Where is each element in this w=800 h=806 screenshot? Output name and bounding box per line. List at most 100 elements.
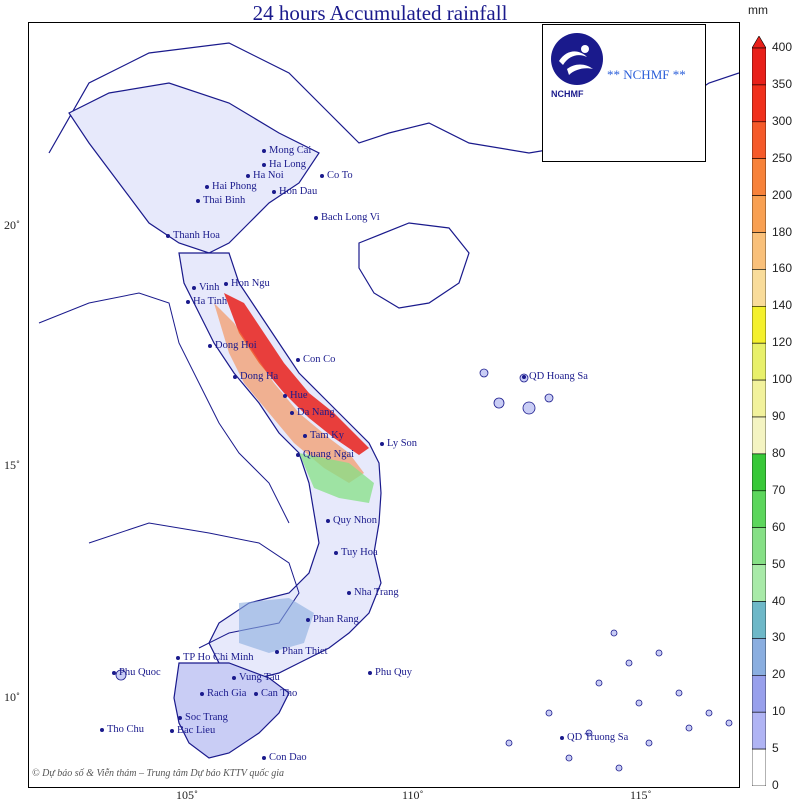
- north-vietnam: [68, 82, 320, 254]
- colorbar-swatch: [752, 748, 766, 786]
- colorbar-arrow: [752, 36, 766, 49]
- place-label: Da Nang: [290, 407, 335, 418]
- colorbar-swatch: [752, 342, 766, 381]
- colorbar-level-label: 100: [772, 372, 793, 387]
- colorbar-level-label: 250: [772, 150, 793, 165]
- colorbar-level-label: 80: [772, 445, 786, 460]
- latitude-label: 10˚: [4, 690, 20, 704]
- place-label: Tho Chu: [100, 724, 144, 735]
- place-label: Nha Trang: [347, 587, 399, 598]
- colorbar-swatch: [752, 47, 766, 86]
- colorbar-level-label: 30: [772, 630, 786, 645]
- place-label: Soc Trang: [178, 712, 228, 723]
- logo-text: ** NCHMF **: [607, 67, 686, 82]
- colorbar-level-label: 5: [772, 741, 779, 756]
- place-label: Phu Quoc: [112, 667, 161, 678]
- place-label: Hon Ngu: [224, 278, 270, 289]
- laos-border: [38, 292, 290, 524]
- phu-quoc-island: [115, 669, 127, 681]
- colorbar-level-label: 70: [772, 482, 786, 497]
- place-label: Ly Son: [380, 438, 417, 449]
- place-label: Dong Hoi: [208, 340, 257, 351]
- place-label: Phan Thiet: [275, 646, 328, 657]
- place-label: Tuy Hoa: [334, 547, 378, 558]
- logo-abbreviation: NCHMF: [551, 89, 584, 99]
- colorbar-level-label: 180: [772, 224, 793, 239]
- rainfall-light-south: [239, 598, 314, 653]
- place-label: Con Dao: [262, 752, 307, 763]
- rainfall-map[interactable]: [29, 23, 739, 787]
- rainfall-heavy: [224, 293, 369, 455]
- place-label: Thanh Hoa: [166, 230, 220, 241]
- paracel-islands: [479, 368, 554, 415]
- colorbar-swatch: [752, 195, 766, 233]
- place-label: Bac Lieu: [170, 725, 215, 736]
- place-label: Vinh: [192, 282, 219, 293]
- colorbar-swatch: [752, 601, 766, 639]
- colorbar-swatch: [752, 158, 766, 196]
- colorbar-level-label: 90: [772, 409, 786, 423]
- colorbar-level-label: 120: [772, 335, 793, 350]
- place-label: Ha Long: [262, 159, 306, 170]
- copyright-text: © Dự báo số & Viễn thám – Trung tâm Dự b…: [32, 768, 285, 779]
- central-vietnam: [178, 252, 382, 679]
- colorbar-level-label: 160: [772, 261, 793, 276]
- colorbar-swatch: [752, 379, 766, 418]
- latitude-label: 15˚: [4, 458, 20, 472]
- map-title: 24 hours Accumulated rainfall: [252, 1, 508, 25]
- spratly-islands: [505, 629, 733, 772]
- place-label: Quy Nhon: [326, 515, 377, 526]
- latitude-label: 20˚: [4, 218, 20, 232]
- place-label: Phan Rang: [306, 614, 359, 625]
- colorbar-level-label: 50: [772, 556, 786, 571]
- rainfall-moderate: [214, 303, 364, 483]
- colorbar-swatch: [752, 305, 766, 344]
- place-label: Hon Dau: [272, 186, 317, 197]
- colorbar-swatch: [752, 711, 766, 750]
- colorbar-swatch: [752, 232, 766, 270]
- place-label: QD Hoang Sa: [522, 371, 588, 382]
- place-label: Vung Tau: [232, 672, 280, 683]
- place-label: Bach Long Vi: [314, 212, 380, 223]
- place-label: Rach Gia: [200, 688, 246, 699]
- colorbar-level-label: 40: [772, 593, 786, 608]
- place-label: Ha Tinh: [186, 296, 227, 307]
- place-label: QD Truong Sa: [560, 732, 628, 743]
- colorbar-level-label: 10: [772, 704, 786, 719]
- place-label: Thai Binh: [196, 195, 245, 206]
- colorbar-swatch: [752, 416, 766, 455]
- rainfall-light-green: [299, 453, 374, 503]
- colorbar-level-label: 350: [772, 76, 793, 91]
- place-label: Phu Quy: [368, 667, 412, 678]
- place-label: Hue: [283, 390, 308, 401]
- place-label: TP Ho Chi Minh: [176, 652, 254, 663]
- longitude-label: 110˚: [402, 788, 424, 802]
- colorbar-level-label: 140: [772, 298, 793, 313]
- place-label: Can Tho: [254, 688, 297, 699]
- place-label: Con Co: [296, 354, 335, 365]
- colorbar-level-label: 60: [772, 519, 786, 534]
- place-label: Hai Phong: [205, 181, 257, 192]
- hainan-island: [358, 222, 470, 309]
- colorbar-swatch: [752, 564, 766, 602]
- longitude-label: 115˚: [630, 788, 652, 802]
- colorbar-swatch: [752, 527, 766, 565]
- colorbar-swatch: [752, 490, 766, 528]
- colorbar-level-label: 0: [772, 778, 779, 792]
- colorbar-swatch: [752, 453, 766, 492]
- place-label: Co To: [320, 170, 353, 181]
- colorbar-level-label: 400: [772, 40, 793, 54]
- colorbar-level-label: 20: [772, 667, 786, 682]
- colorbar-level-label: 300: [772, 113, 793, 128]
- nchmf-logo-icon: [551, 33, 603, 85]
- colorbar-swatch: [752, 84, 766, 123]
- place-label: Ha Noi: [246, 170, 284, 181]
- colorbar-swatch: [752, 121, 766, 160]
- colorbar-swatch: [752, 638, 766, 676]
- place-label: Mong Cai: [262, 145, 311, 156]
- place-label: Dong Ha: [233, 371, 278, 382]
- colorbar-swatch: [752, 674, 766, 713]
- longitude-label: 105˚: [176, 788, 198, 802]
- place-label: Quang Ngai: [296, 449, 354, 460]
- colorbar-level-label: 200: [772, 187, 793, 202]
